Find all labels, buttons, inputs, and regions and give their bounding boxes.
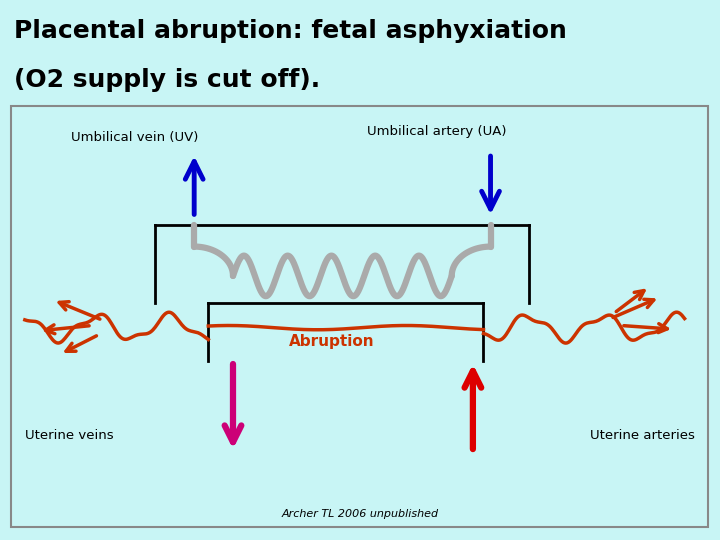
Text: Abruption: Abruption bbox=[289, 334, 374, 349]
Text: Uterine arteries: Uterine arteries bbox=[590, 429, 696, 442]
Text: Placental abruption: fetal asphyxiation: Placental abruption: fetal asphyxiation bbox=[14, 19, 567, 43]
Text: Archer TL 2006 unpublished: Archer TL 2006 unpublished bbox=[282, 509, 438, 519]
Text: Uterine veins: Uterine veins bbox=[24, 429, 114, 442]
Text: Umbilical vein (UV): Umbilical vein (UV) bbox=[71, 131, 198, 144]
Text: Umbilical artery (UA): Umbilical artery (UA) bbox=[367, 125, 507, 138]
Text: (O2 supply is cut off).: (O2 supply is cut off). bbox=[14, 68, 320, 92]
